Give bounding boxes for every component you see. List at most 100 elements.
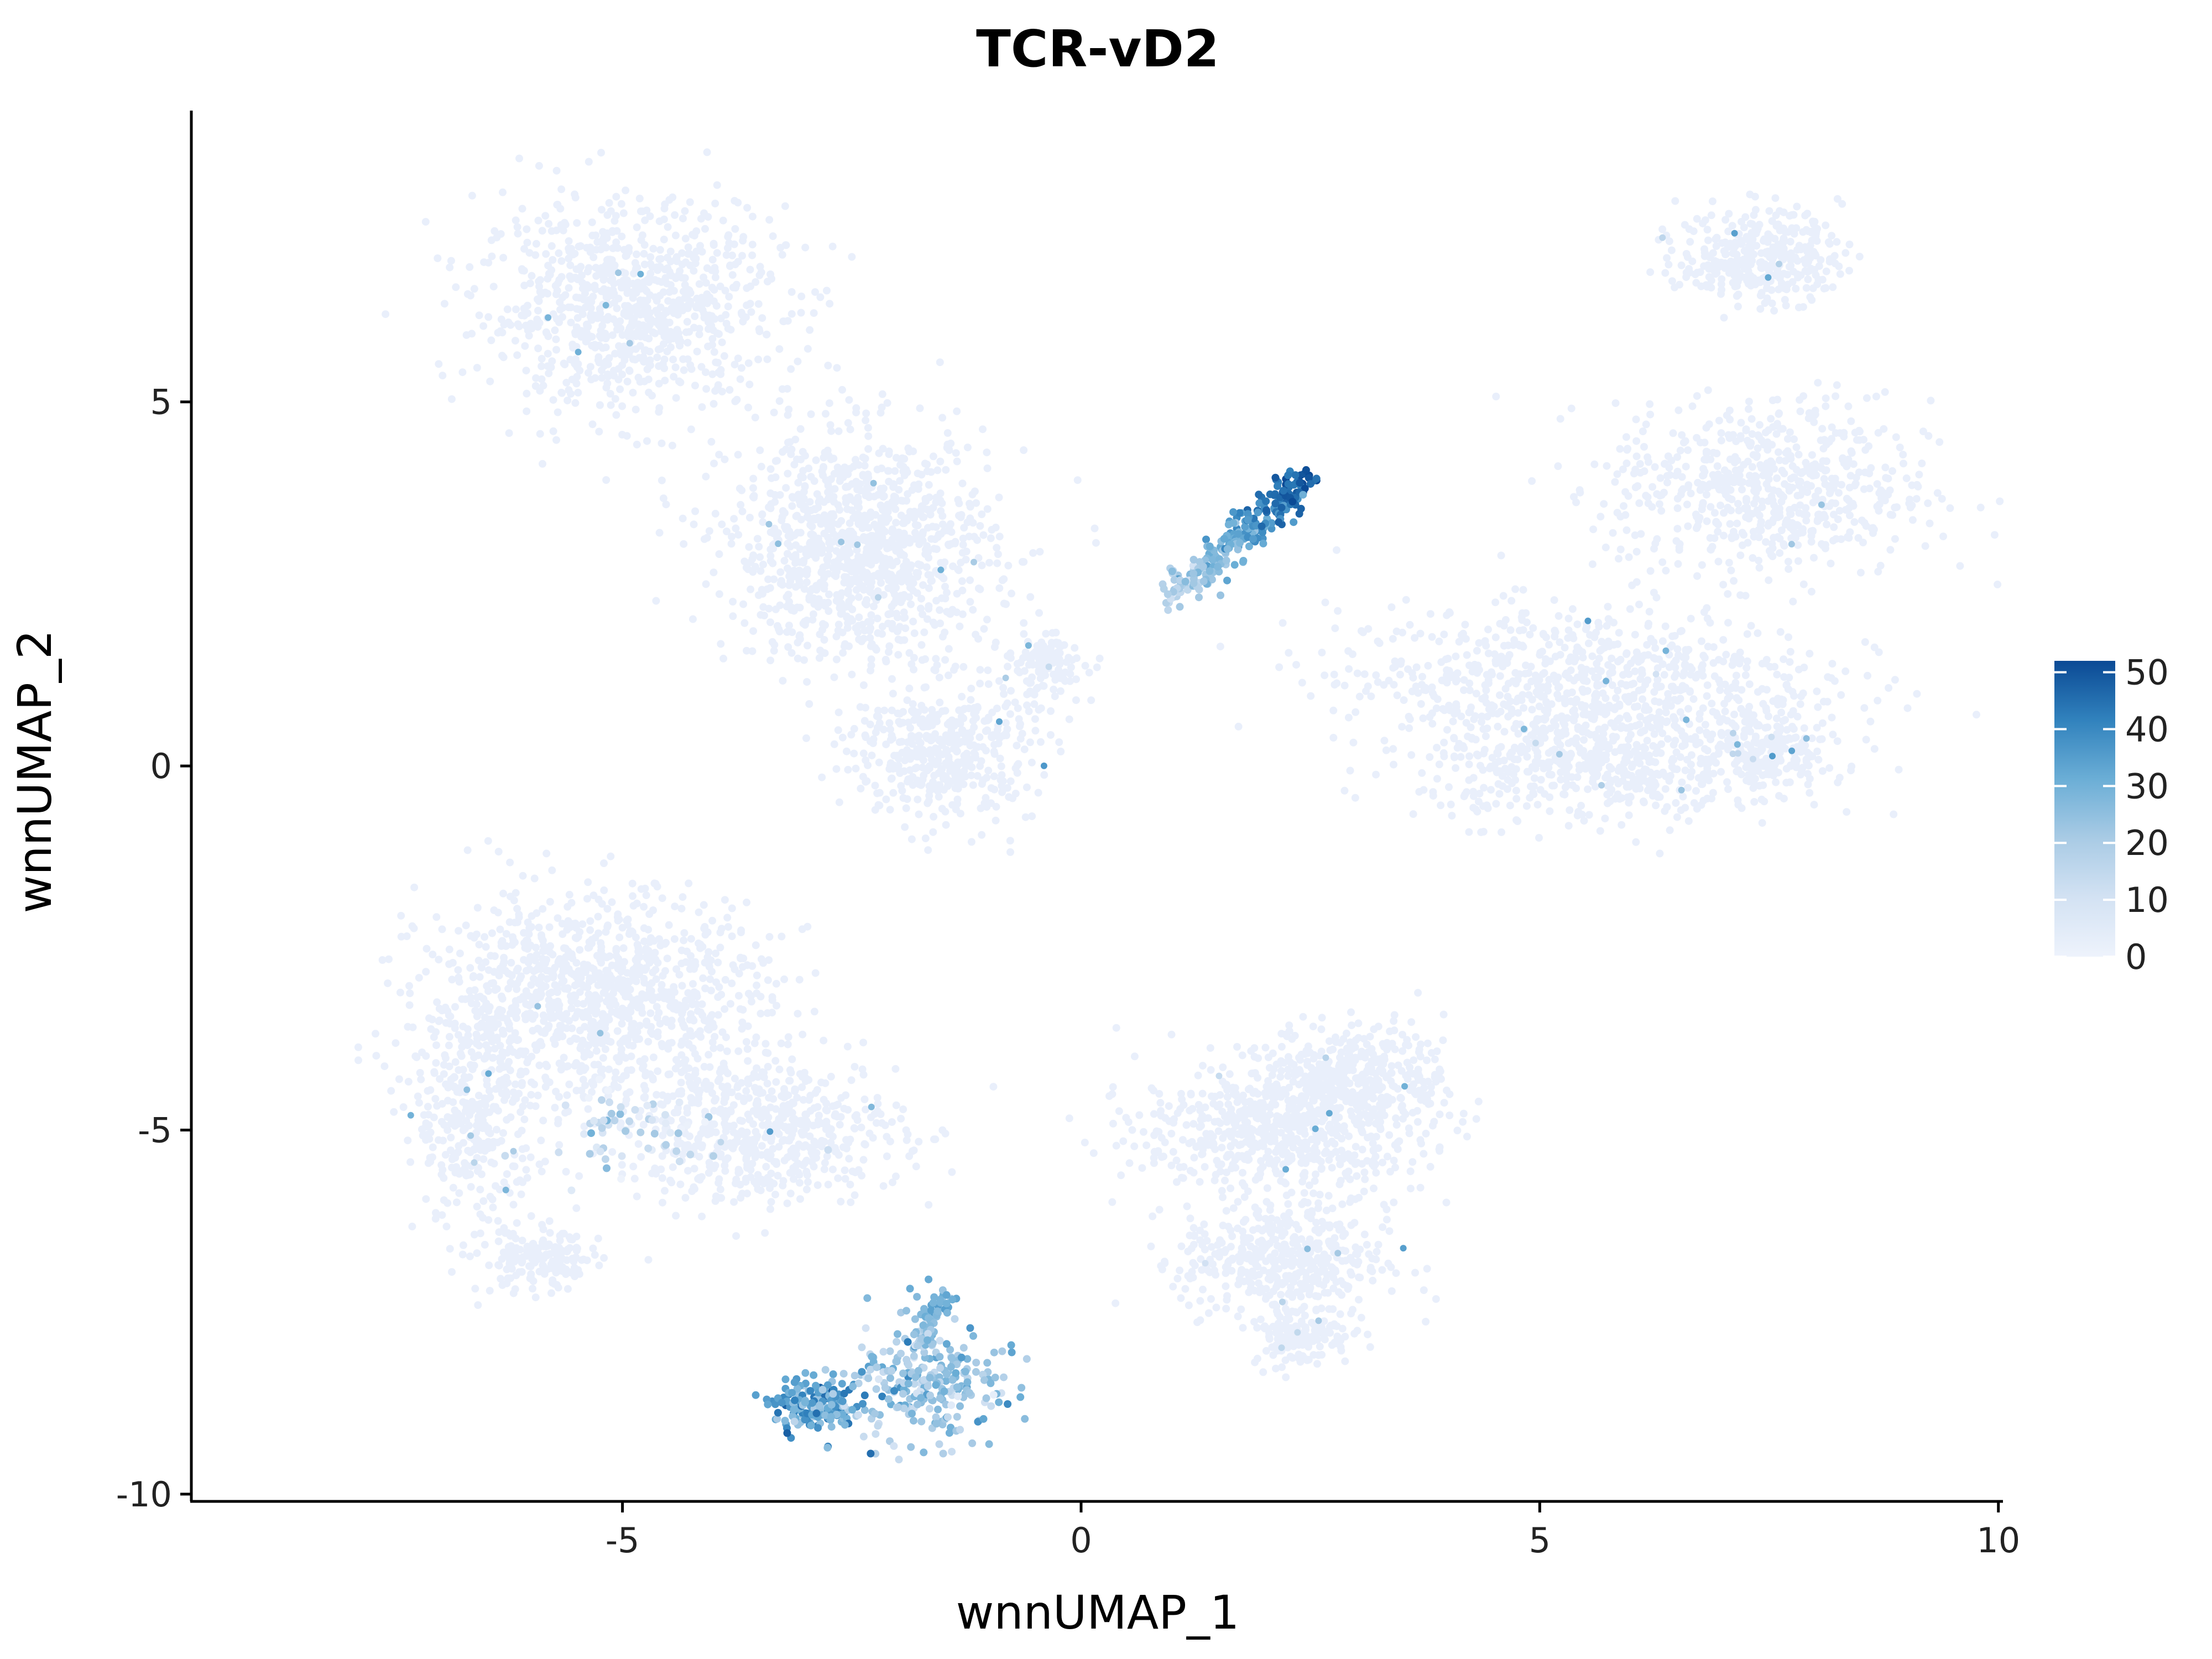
cell-point xyxy=(1566,806,1574,814)
cell-point xyxy=(1730,458,1739,467)
cell-point xyxy=(952,805,960,813)
cell-point xyxy=(808,523,816,531)
cell-point xyxy=(535,161,543,170)
cell-point xyxy=(567,275,575,283)
cell-point xyxy=(868,752,876,760)
cell-point xyxy=(923,467,931,476)
cell-point xyxy=(719,216,727,225)
cell-point xyxy=(633,250,640,258)
cell-point xyxy=(1643,737,1651,745)
cell-point xyxy=(892,533,900,541)
cell-point xyxy=(1550,781,1558,790)
cell-point xyxy=(1482,686,1490,695)
cell-point xyxy=(1703,747,1712,755)
cell-point xyxy=(1686,238,1694,246)
cell-point xyxy=(1594,682,1603,690)
cell-point xyxy=(838,385,846,394)
cell-point xyxy=(708,335,717,343)
cell-point xyxy=(874,706,882,714)
cell-point xyxy=(1724,785,1732,793)
cell-point xyxy=(587,304,595,312)
cell-point xyxy=(889,526,897,534)
cell-point xyxy=(864,618,872,626)
cell-point xyxy=(1597,513,1605,521)
cell-point xyxy=(860,461,869,469)
cell-point xyxy=(557,185,566,194)
cell-point xyxy=(639,321,647,330)
cell-point xyxy=(1492,800,1500,808)
cell-point xyxy=(1809,526,1817,535)
cell-point xyxy=(811,288,819,296)
cell-point xyxy=(825,399,833,408)
cell-point xyxy=(1699,499,1707,507)
cell-point xyxy=(1754,629,1762,637)
cell-point xyxy=(1056,649,1064,657)
cell-point xyxy=(779,677,787,685)
cell-point xyxy=(1684,522,1692,530)
cell-point xyxy=(1627,731,1635,739)
cell-point xyxy=(1781,227,1788,235)
cell-point xyxy=(554,279,562,288)
cell-point xyxy=(1640,467,1648,475)
cell-point xyxy=(1734,302,1742,311)
cell-point xyxy=(744,403,753,411)
cell-point xyxy=(819,620,827,628)
cell-point xyxy=(717,370,725,378)
cell-point xyxy=(915,746,922,754)
cell-point xyxy=(894,625,902,634)
cell-point xyxy=(966,503,974,511)
cell-point xyxy=(1599,703,1608,712)
cell-point xyxy=(572,379,581,388)
cell-point xyxy=(1595,654,1603,662)
cell-point xyxy=(1473,646,1481,655)
cell-point xyxy=(1775,448,1782,456)
cell-point xyxy=(1866,717,1875,726)
cell-point xyxy=(1828,232,1836,240)
cell-point xyxy=(1641,744,1650,753)
cell-point xyxy=(553,201,561,209)
cell-point xyxy=(572,265,581,273)
cell-point xyxy=(1004,662,1012,671)
cell-point xyxy=(871,781,879,790)
cell-point xyxy=(915,810,923,818)
cell-point xyxy=(1553,714,1561,722)
cell-point xyxy=(895,738,904,746)
cell-point xyxy=(523,389,531,398)
cell-point xyxy=(1631,630,1639,639)
cell-point xyxy=(1457,753,1465,761)
cell-point xyxy=(637,332,645,341)
cell-point xyxy=(1635,721,1644,729)
cell-point xyxy=(917,641,926,649)
cell-point xyxy=(1367,692,1375,701)
cell-point xyxy=(1762,707,1771,715)
cell-point xyxy=(976,666,984,674)
cell-point xyxy=(889,690,897,698)
cell-point xyxy=(629,294,637,302)
cell-point xyxy=(1653,490,1661,498)
cell-point xyxy=(1435,760,1443,769)
cell-point xyxy=(1728,222,1736,230)
cell-point xyxy=(671,363,680,372)
cell-point xyxy=(1789,597,1797,606)
cell-point xyxy=(571,399,580,407)
cell-point xyxy=(774,529,782,537)
cell-point xyxy=(788,502,796,510)
cell-point xyxy=(1013,742,1021,750)
cell-point xyxy=(766,552,775,560)
cell-point xyxy=(690,267,698,275)
cell-point xyxy=(1776,628,1785,636)
cell-point xyxy=(1847,417,1855,425)
cell-point xyxy=(1833,737,1841,745)
cell-point xyxy=(500,321,508,329)
cell-point xyxy=(1509,677,1517,685)
cell-point xyxy=(709,239,718,248)
cell-point xyxy=(784,439,792,447)
cell-point xyxy=(914,795,922,804)
cell-point xyxy=(1718,275,1726,283)
cell-point xyxy=(958,479,967,488)
cell-point xyxy=(860,627,869,635)
cell-point xyxy=(1810,418,1818,426)
cell-point xyxy=(580,295,588,304)
cell-point xyxy=(1586,711,1594,718)
cell-point xyxy=(1081,661,1089,670)
